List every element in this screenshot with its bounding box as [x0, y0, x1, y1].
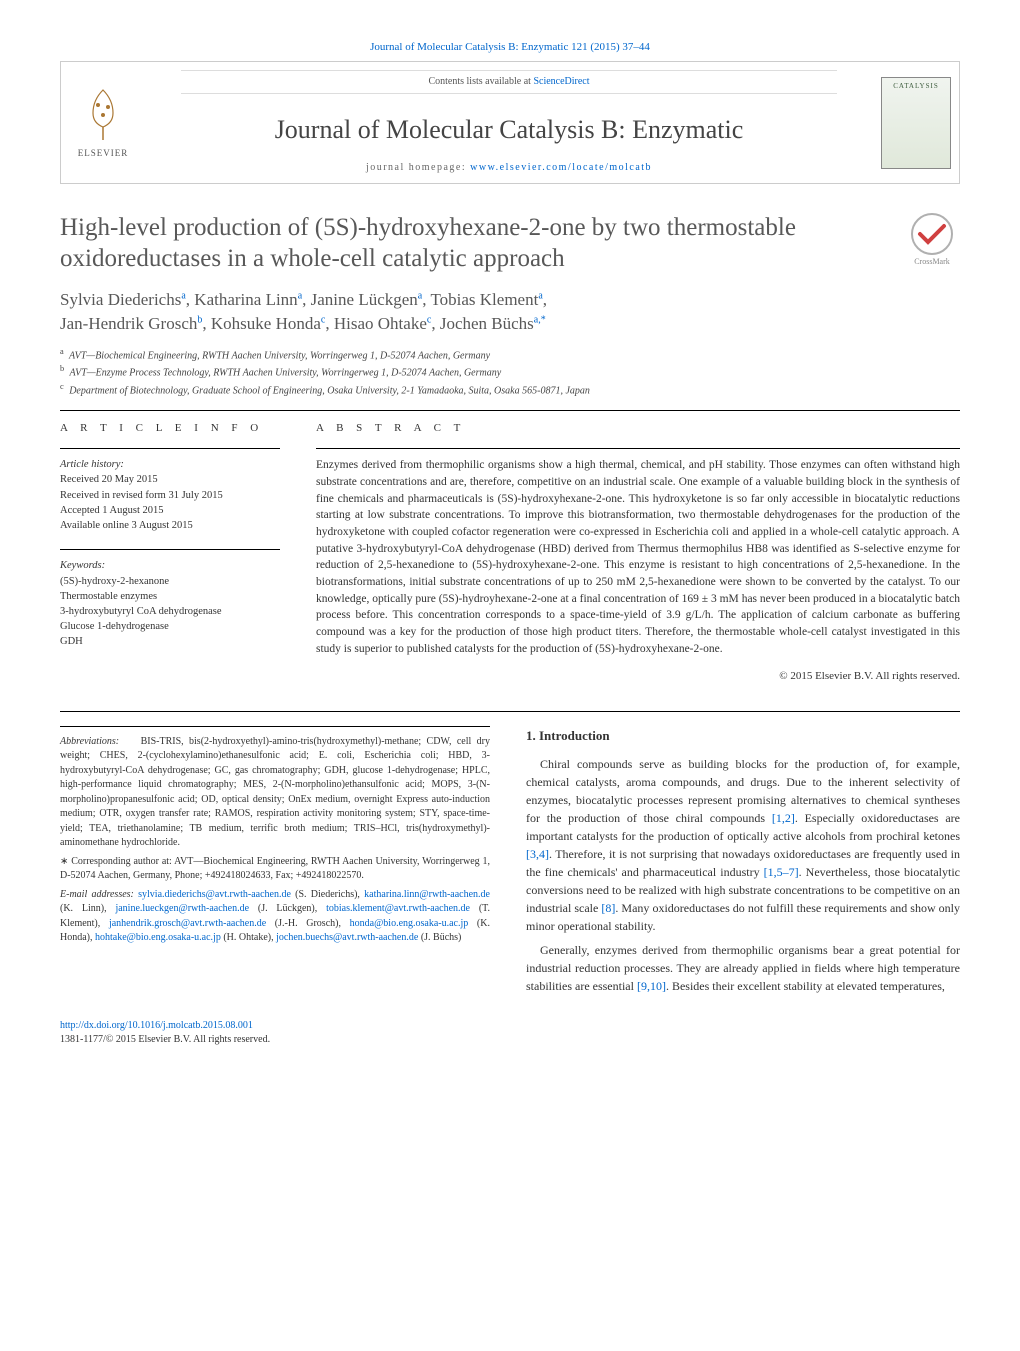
author-email[interactable]: katharina.linn@rwth-aachen.de: [364, 889, 490, 900]
article-title: High-level production of (5S)-hydroxyhex…: [60, 212, 892, 275]
issn-copyright: 1381-1177/© 2015 Elsevier B.V. All right…: [60, 1034, 270, 1045]
author: Janine Lückgena: [311, 290, 423, 309]
page-footer: http://dx.doi.org/10.1016/j.molcatb.2015…: [60, 1019, 960, 1047]
crossmark-label: CrossMark: [914, 256, 950, 267]
corresponding-author: ∗ Corresponding author at: AVT—Biochemic…: [60, 855, 490, 884]
affiliation: a AVT—Biochemical Engineering, RWTH Aach…: [60, 346, 960, 363]
elsevier-tree-icon: [78, 85, 128, 145]
author: Tobias Klementa: [430, 290, 542, 309]
affiliation: c Department of Biotechnology, Graduate …: [60, 381, 960, 398]
ref-1-5-7[interactable]: [1,5–7]: [764, 865, 799, 879]
affiliation: b AVT—Enzyme Process Technology, RWTH Aa…: [60, 363, 960, 380]
keywords-block: Keywords: (5S)-hydroxy-2-hexanoneThermos…: [60, 558, 280, 649]
article-info-column: a r t i c l e i n f o Article history: R…: [60, 421, 280, 685]
history-line: Received 20 May 2015: [60, 472, 280, 487]
contents-label: Contents lists available at: [428, 76, 533, 87]
intro-p2-b: . Besides their excellent stability at e…: [666, 979, 945, 993]
rule-top: [60, 410, 960, 411]
keyword: 3-hydroxybutyryl CoA dehydrogenase: [60, 604, 280, 619]
history-line: Received in revised form 31 July 2015: [60, 488, 280, 503]
author: Sylvia Diederichsa: [60, 290, 186, 309]
ref-9-10[interactable]: [9,10]: [637, 979, 666, 993]
author-email[interactable]: sylvia.diederichs@avt.rwth-aachen.de: [138, 889, 291, 900]
keyword: (5S)-hydroxy-2-hexanone: [60, 574, 280, 589]
elsevier-logo: ELSEVIER: [61, 73, 145, 173]
journal-header: ELSEVIER Contents lists available at Sci…: [60, 61, 960, 183]
email-label: E-mail addresses:: [60, 889, 134, 900]
author-aff-sup: a: [538, 291, 542, 302]
email-block: E-mail addresses: sylvia.diederichs@avt.…: [60, 888, 490, 946]
author-email[interactable]: hohtake@bio.eng.osaka-u.ac.jp: [95, 932, 221, 943]
history-line: Available online 3 August 2015: [60, 518, 280, 533]
intro-heading: 1. Introduction: [526, 726, 960, 746]
crossmark-icon: [910, 212, 954, 256]
doi-link[interactable]: http://dx.doi.org/10.1016/j.molcatb.2015…: [60, 1020, 253, 1031]
author-aff-sup: c: [427, 314, 431, 325]
article-info-label: a r t i c l e i n f o: [60, 421, 280, 436]
abbreviations-block: Abbreviations: BIS-TRIS, bis(2-hydroxyet…: [60, 735, 490, 851]
homepage-link[interactable]: www.elsevier.com/locate/molcatb: [470, 162, 652, 173]
author-aff-sup: c: [321, 314, 325, 325]
keyword: Thermostable enzymes: [60, 589, 280, 604]
title-row: High-level production of (5S)-hydroxyhex…: [60, 212, 960, 275]
author: Katharina Linna: [194, 290, 302, 309]
author-email[interactable]: jochen.buechs@avt.rwth-aachen.de: [276, 932, 418, 943]
journal-homepage: journal homepage: www.elsevier.com/locat…: [145, 161, 873, 175]
abstract-text: Enzymes derived from thermophilic organi…: [316, 457, 960, 657]
abstract-copyright: © 2015 Elsevier B.V. All rights reserved…: [316, 669, 960, 684]
affiliations: a AVT—Biochemical Engineering, RWTH Aach…: [60, 346, 960, 398]
keyword: Glucose 1-dehydrogenase: [60, 619, 280, 634]
journal-cover-thumb: CATALYSIS: [881, 77, 951, 169]
author: Hisao Ohtakec: [334, 314, 431, 333]
info-rule-2: [60, 549, 280, 550]
elsevier-label: ELSEVIER: [78, 147, 129, 160]
history-header: Article history:: [60, 457, 280, 472]
crossmark-badge[interactable]: CrossMark: [904, 212, 960, 268]
cover-title: CATALYSIS: [893, 82, 938, 92]
top-citation-link[interactable]: Journal of Molecular Catalysis B: Enzyma…: [370, 41, 650, 53]
authors: Sylvia Diederichsa, Katharina Linna, Jan…: [60, 288, 960, 336]
abbrev-text: BIS-TRIS, bis(2-hydroxyethyl)-amino-tris…: [60, 736, 490, 849]
two-column-body: Abbreviations: BIS-TRIS, bis(2-hydroxyet…: [60, 726, 960, 1002]
sciencedirect-link[interactable]: ScienceDirect: [533, 76, 589, 87]
history-line: Accepted 1 August 2015: [60, 503, 280, 518]
abbrev-label: Abbreviations:: [60, 736, 119, 747]
author-aff-sup: a: [418, 291, 422, 302]
intro-para-2: Generally, enzymes derived from thermoph…: [526, 941, 960, 995]
top-citation: Journal of Molecular Catalysis B: Enzyma…: [60, 40, 960, 55]
keywords-header: Keywords:: [60, 558, 280, 573]
author-aff-sup: a: [298, 291, 302, 302]
ref-1-2[interactable]: [1,2]: [772, 811, 795, 825]
keyword: GDH: [60, 634, 280, 649]
homepage-label: journal homepage:: [366, 162, 470, 173]
author-aff-sup: a,*: [534, 314, 546, 325]
intro-para-1: Chiral compounds serve as building block…: [526, 755, 960, 935]
author-email[interactable]: janhendrik.grosch@avt.rwth-aachen.de: [109, 918, 266, 929]
ref-8[interactable]: [8]: [601, 901, 615, 915]
contents-bar: Contents lists available at ScienceDirec…: [181, 70, 836, 94]
author: Jan-Hendrik Groschb: [60, 314, 202, 333]
footnote-column: Abbreviations: BIS-TRIS, bis(2-hydroxyet…: [60, 726, 490, 1002]
journal-name: Journal of Molecular Catalysis B: Enzyma…: [145, 112, 873, 148]
abs-rule: [316, 448, 960, 449]
author-aff-sup: a: [181, 291, 185, 302]
author: Kohsuke Hondac: [211, 314, 325, 333]
intro-column: 1. Introduction Chiral compounds serve a…: [526, 726, 960, 1002]
article-history: Article history: Received 20 May 2015Rec…: [60, 457, 280, 533]
ref-3-4[interactable]: [3,4]: [526, 847, 549, 861]
author-email[interactable]: honda@bio.eng.osaka-u.ac.jp: [350, 918, 469, 929]
rule-mid: [60, 711, 960, 712]
abstract-column: a b s t r a c t Enzymes derived from the…: [316, 421, 960, 685]
author-email[interactable]: tobias.klement@avt.rwth-aachen.de: [326, 903, 470, 914]
info-abstract-row: a r t i c l e i n f o Article history: R…: [60, 421, 960, 685]
author: Jochen Büchsa,*: [440, 314, 546, 333]
header-center: Contents lists available at ScienceDirec…: [145, 62, 873, 182]
author-email[interactable]: janine.lueckgen@rwth-aachen.de: [115, 903, 249, 914]
abstract-label: a b s t r a c t: [316, 421, 960, 436]
author-aff-sup: b: [197, 314, 202, 325]
info-rule: [60, 448, 280, 449]
